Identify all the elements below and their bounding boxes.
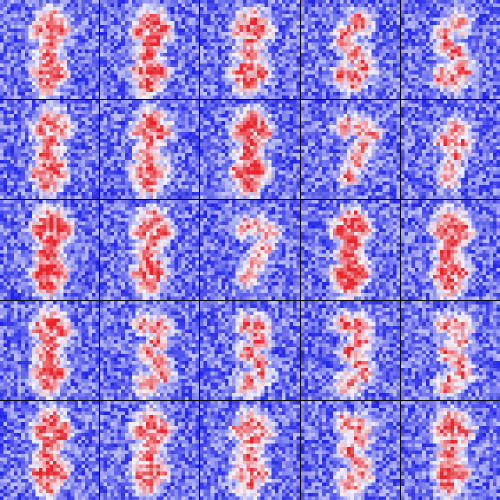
heatmap-tile — [200, 400, 300, 500]
heatmap-canvas — [400, 200, 500, 300]
heatmap-canvas — [100, 200, 200, 300]
heatmap-tile — [400, 100, 500, 200]
heatmap-canvas — [200, 0, 300, 100]
heatmap-canvas — [400, 100, 500, 200]
heatmap-canvas — [300, 0, 400, 100]
heatmap-canvas — [300, 400, 400, 500]
heatmap-canvas — [200, 400, 300, 500]
heatmap-tile — [300, 100, 400, 200]
heatmap-tile — [100, 0, 200, 100]
heatmap-canvas — [200, 300, 300, 400]
heatmap-canvas — [200, 100, 300, 200]
heatmap-tile — [400, 200, 500, 300]
heatmap-canvas — [0, 200, 100, 300]
heatmap-tile — [400, 400, 500, 500]
heatmap-canvas — [400, 0, 500, 100]
heatmap-canvas — [300, 200, 400, 300]
heatmap-tile — [300, 400, 400, 500]
heatmap-canvas — [0, 300, 100, 400]
heatmap-canvas — [300, 300, 400, 400]
heatmap-tile — [400, 300, 500, 400]
heatmap-canvas — [0, 0, 100, 100]
heatmap-tile — [200, 200, 300, 300]
heatmap-canvas — [200, 200, 300, 300]
heatmap-tile — [0, 400, 100, 500]
heatmap-canvas — [400, 300, 500, 400]
heatmap-tile — [0, 200, 100, 300]
heatmap-canvas — [0, 400, 100, 500]
heatmap-tile — [200, 100, 300, 200]
heatmap-tile — [300, 200, 400, 300]
heatmap-tile — [400, 0, 500, 100]
heatmap-tile — [100, 400, 200, 500]
heatmap-tile — [0, 100, 100, 200]
heatmap-canvas — [100, 0, 200, 100]
heatmap-tile — [100, 200, 200, 300]
heatmap-tile — [100, 100, 200, 200]
heatmap-canvas — [300, 100, 400, 200]
heatmap-canvas — [100, 400, 200, 500]
heatmap-tile — [100, 300, 200, 400]
heatmap-canvas — [0, 100, 100, 200]
heatmap-canvas — [100, 300, 200, 400]
heatmap-tile — [300, 300, 400, 400]
heatmap-tile — [200, 300, 300, 400]
heatmap-tile — [200, 0, 300, 100]
heatmap-canvas — [100, 100, 200, 200]
heatmap-tile — [0, 0, 100, 100]
heatmap-tile — [0, 300, 100, 400]
heatmap-tile — [300, 0, 400, 100]
heatmap-canvas — [400, 400, 500, 500]
